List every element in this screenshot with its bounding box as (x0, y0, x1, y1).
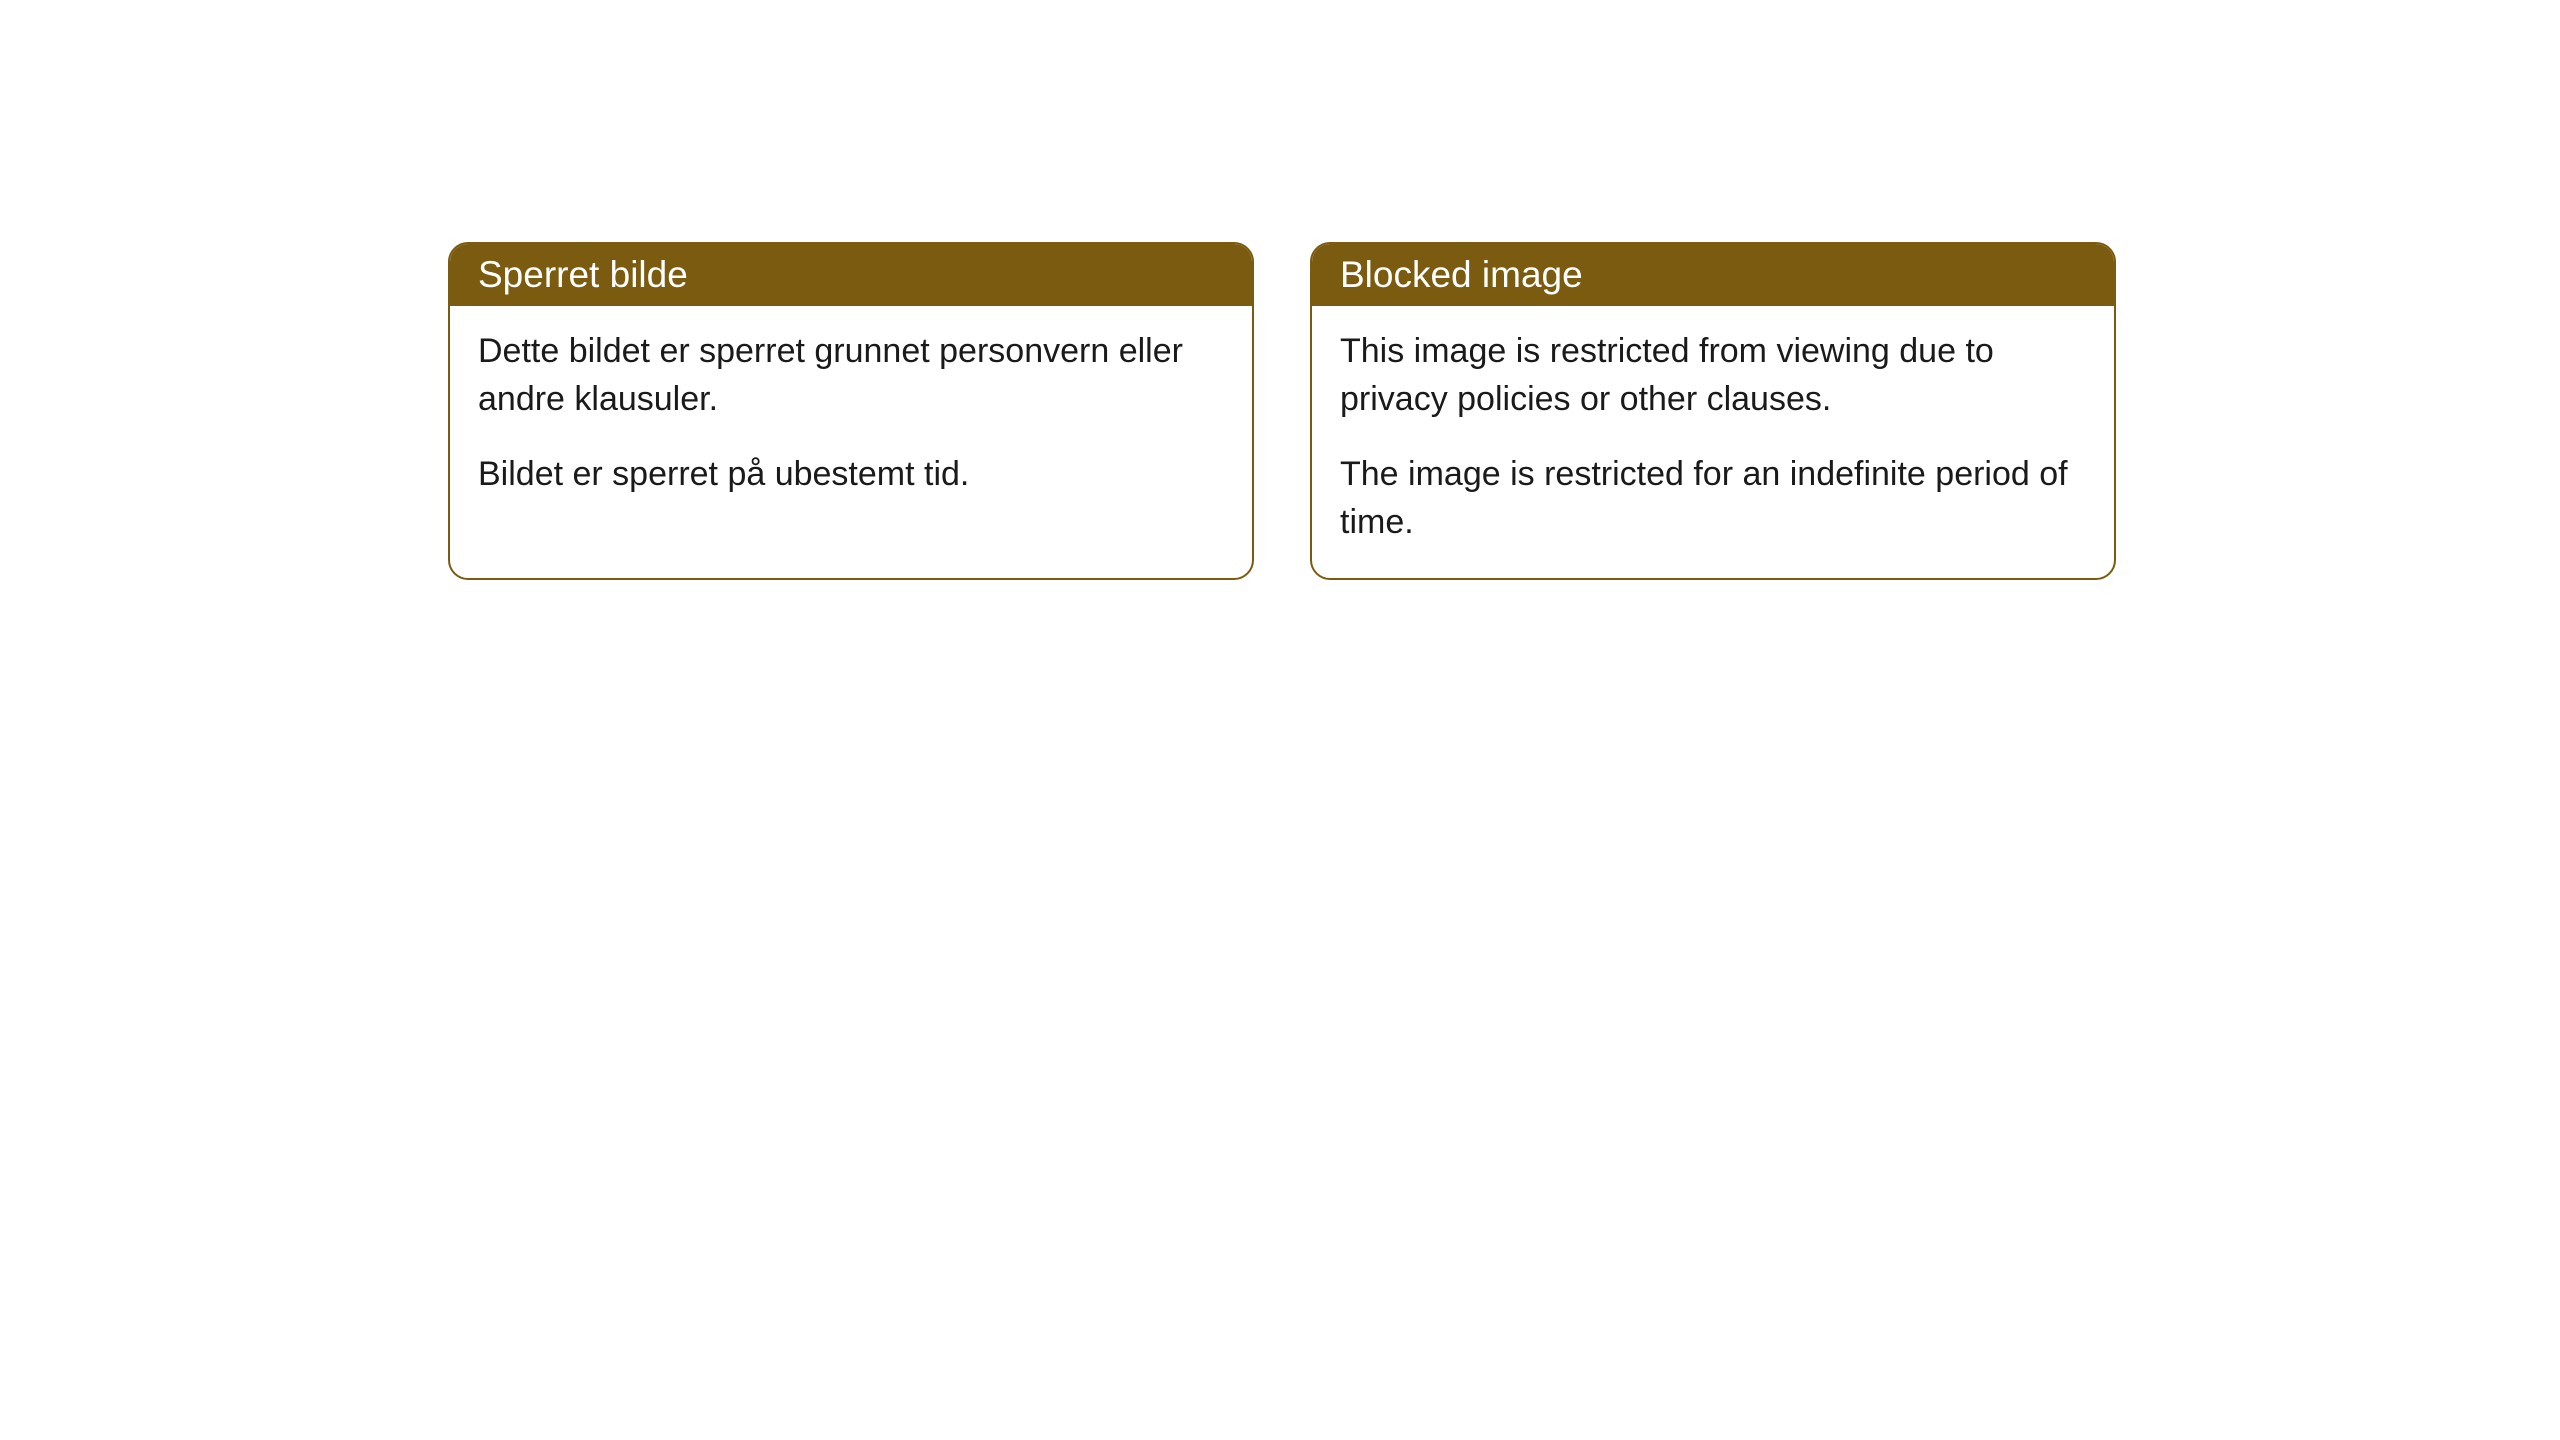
card-paragraph-2: The image is restricted for an indefinit… (1340, 451, 2086, 546)
card-title: Blocked image (1340, 254, 1583, 295)
card-title: Sperret bilde (478, 254, 688, 295)
notice-card-norwegian: Sperret bilde Dette bildet er sperret gr… (448, 242, 1254, 580)
card-paragraph-1: Dette bildet er sperret grunnet personve… (478, 328, 1224, 423)
notice-container: Sperret bilde Dette bildet er sperret gr… (448, 242, 2116, 580)
card-header-norwegian: Sperret bilde (450, 244, 1252, 306)
card-body-english: This image is restricted from viewing du… (1312, 306, 2114, 578)
card-paragraph-2: Bildet er sperret på ubestemt tid. (478, 451, 1224, 499)
card-paragraph-1: This image is restricted from viewing du… (1340, 328, 2086, 423)
notice-card-english: Blocked image This image is restricted f… (1310, 242, 2116, 580)
card-header-english: Blocked image (1312, 244, 2114, 306)
card-body-norwegian: Dette bildet er sperret grunnet personve… (450, 306, 1252, 531)
